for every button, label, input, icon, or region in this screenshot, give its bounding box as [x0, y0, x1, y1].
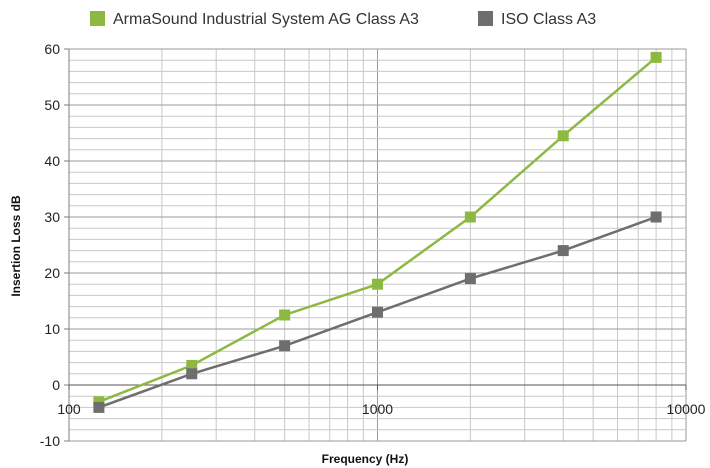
series-1 [93, 51, 662, 408]
y-tick-label: -10 [40, 433, 60, 449]
data-point [557, 130, 569, 142]
y-tick-label: 60 [44, 41, 60, 57]
grid-lines [68, 48, 687, 442]
legend: ArmaSound Industrial System AG Class A3 I… [90, 11, 596, 28]
data-point [650, 211, 662, 223]
data-point [372, 306, 383, 318]
y-tick-label: 0 [52, 377, 60, 393]
y-tick-label: 20 [44, 265, 60, 281]
data-point [279, 309, 291, 321]
tick-labels: -10 0 10 20 30 40 50 60 100 1000 10000 [40, 41, 706, 449]
data-point [93, 401, 105, 413]
y-tick-label: 40 [44, 153, 60, 169]
data-point [464, 211, 476, 223]
legend-swatch [90, 11, 105, 26]
data-point [186, 359, 198, 371]
data-point [279, 340, 291, 352]
data-point [650, 51, 662, 63]
data-point [93, 396, 105, 408]
x-tick-label: 1000 [362, 401, 393, 417]
data-point [186, 368, 198, 380]
legend-label: ISO Class A3 [501, 11, 596, 28]
data-point [372, 278, 383, 290]
axes [64, 48, 687, 442]
y-axis-title: Insertion Loss dB [9, 195, 23, 297]
data-series [93, 51, 662, 413]
legend-label: ArmaSound Industrial System AG Class A3 [113, 11, 419, 28]
y-tick-label: 10 [44, 321, 60, 337]
legend-item: ISO Class A3 [478, 11, 596, 28]
x-tick-label: 10000 [667, 401, 706, 417]
legend-item: ArmaSound Industrial System AG Class A3 [90, 11, 419, 28]
legend-swatch [478, 11, 493, 26]
y-tick-label: 50 [44, 97, 60, 113]
data-point [557, 245, 569, 257]
data-point [464, 273, 476, 285]
y-tick-label: 30 [44, 209, 60, 225]
x-tick-label: 100 [57, 401, 81, 417]
series-2 [93, 211, 662, 413]
x-axis-title: Frequency (Hz) [322, 452, 409, 466]
